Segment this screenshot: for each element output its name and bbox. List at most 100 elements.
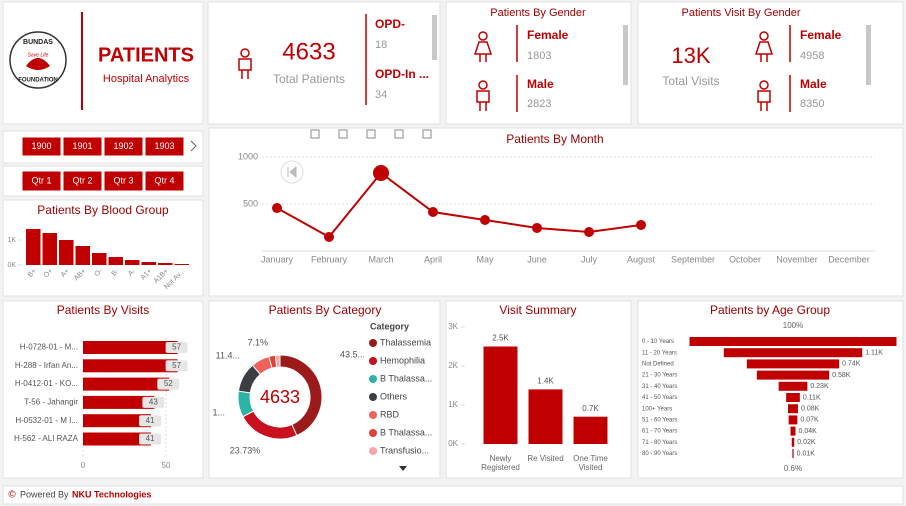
point bbox=[584, 227, 594, 238]
slicer-button[interactable] bbox=[21, 170, 62, 192]
value-label: 2.5K bbox=[492, 334, 509, 343]
label: PATIENTS bbox=[98, 44, 194, 66]
label: 34 bbox=[375, 89, 387, 101]
value-label-bg bbox=[165, 342, 188, 353]
y-tick-label: H-0532-01 - M I... bbox=[15, 416, 78, 425]
value-label: 0.7K bbox=[582, 404, 599, 413]
bar bbox=[573, 416, 608, 444]
card bbox=[2, 485, 904, 505]
y-tick-label: 71 - 80 Years bbox=[642, 440, 677, 446]
x-tick-label: One Time Visited bbox=[573, 454, 608, 472]
y-tick-label: 1K bbox=[7, 237, 16, 244]
value-label: 0.58K bbox=[832, 372, 851, 379]
scrollbar bbox=[432, 15, 437, 60]
bar bbox=[158, 263, 173, 265]
y-tick-label: 1K bbox=[448, 400, 458, 409]
legend-swatch bbox=[369, 447, 377, 455]
label: 4958 bbox=[800, 50, 824, 62]
x-tick-label: O+ bbox=[43, 268, 55, 280]
slicer-button[interactable] bbox=[62, 170, 103, 192]
header-icon[interactable] bbox=[422, 129, 432, 139]
chart-title: Patients by Age Group bbox=[710, 303, 830, 317]
value-label: 0.23K bbox=[810, 383, 829, 390]
x-tick-label: November bbox=[776, 254, 818, 264]
label: 1803 bbox=[527, 50, 551, 62]
header-icon[interactable] bbox=[310, 129, 320, 139]
funnel-bar bbox=[689, 337, 897, 346]
y-tick-label: Not Defined bbox=[642, 361, 674, 367]
funnel-bar bbox=[778, 381, 808, 391]
chart-title: Patients By Month bbox=[506, 132, 603, 146]
value-label-bg bbox=[165, 360, 188, 372]
x-tick-label: December bbox=[828, 254, 870, 264]
center-label: 4633 bbox=[260, 387, 300, 407]
x-tick-label: June bbox=[527, 254, 547, 264]
slicer-button[interactable] bbox=[62, 136, 103, 157]
y-tick-label: 61 - 70 Years bbox=[642, 429, 677, 435]
x-tick-label: April bbox=[424, 254, 442, 264]
value-label: 43.5... bbox=[340, 349, 365, 359]
icon-head bbox=[759, 31, 769, 41]
chart-title: Patients By Category bbox=[269, 303, 382, 317]
funnel-bar bbox=[792, 449, 794, 458]
label: FOUNDATION bbox=[18, 78, 58, 84]
slicer-label: Qtr 1 bbox=[31, 175, 51, 185]
slicer-button[interactable] bbox=[21, 136, 62, 157]
y-tick-label: 2K bbox=[448, 361, 458, 370]
point bbox=[532, 222, 542, 233]
bar bbox=[92, 253, 107, 265]
chart-title: Patients By Visits bbox=[57, 303, 149, 317]
legend-swatch bbox=[369, 411, 377, 419]
footer-brand: NKU Technologies bbox=[72, 489, 151, 499]
value-label: 57 bbox=[172, 361, 181, 370]
bar bbox=[528, 389, 563, 444]
scrollbar bbox=[623, 25, 628, 85]
funnel-bar bbox=[788, 415, 798, 425]
slicer-button[interactable] bbox=[103, 136, 144, 157]
header-icon[interactable] bbox=[338, 129, 348, 139]
chart-title: Patients By Blood Group bbox=[37, 203, 169, 217]
point bbox=[480, 214, 490, 225]
bar bbox=[83, 377, 170, 391]
slicer-button[interactable] bbox=[144, 136, 185, 157]
legend-label: Transfusio... bbox=[380, 445, 429, 455]
icon-head bbox=[240, 48, 250, 58]
value-label: 41 bbox=[146, 416, 155, 425]
card-title: Patients By Gender bbox=[490, 7, 586, 19]
header-icon[interactable] bbox=[366, 129, 376, 139]
bar bbox=[83, 432, 152, 446]
footer-symbol: © bbox=[8, 490, 16, 501]
value-label: 0.01K bbox=[797, 450, 816, 457]
y-tick-label: H-288 - Irfan An... bbox=[15, 361, 78, 370]
label: Male bbox=[527, 77, 554, 91]
label: 8350 bbox=[800, 98, 824, 110]
slicer-button[interactable] bbox=[103, 170, 144, 192]
value-label: 57 bbox=[172, 343, 181, 352]
person-icon bbox=[238, 48, 252, 79]
bar bbox=[42, 233, 57, 265]
slicer-arrow[interactable] bbox=[190, 140, 197, 152]
header-icon[interactable] bbox=[394, 129, 404, 139]
label: 4633 bbox=[282, 38, 335, 65]
icon-body bbox=[238, 58, 252, 79]
point bbox=[636, 219, 646, 230]
annotation: 100% bbox=[783, 321, 803, 330]
label: 2823 bbox=[527, 98, 551, 110]
legend-label: B Thalassa... bbox=[380, 373, 432, 383]
line bbox=[276, 171, 642, 239]
legend-swatch bbox=[369, 375, 377, 383]
legend-more[interactable] bbox=[399, 466, 407, 471]
y-tick-label: H-562 - ALI RAZA bbox=[14, 434, 79, 443]
bar bbox=[83, 414, 152, 428]
y-tick-label: 0K bbox=[448, 439, 458, 448]
slicer-button[interactable] bbox=[144, 170, 185, 192]
icon-body bbox=[757, 90, 771, 111]
x-tick-label: Re Visited bbox=[527, 454, 564, 463]
funnel-bar bbox=[756, 370, 830, 380]
x-tick-label: February bbox=[311, 254, 348, 264]
legend-swatch bbox=[369, 429, 377, 437]
logo-drop bbox=[26, 58, 50, 70]
person-icon bbox=[754, 31, 774, 62]
point bbox=[373, 164, 389, 181]
